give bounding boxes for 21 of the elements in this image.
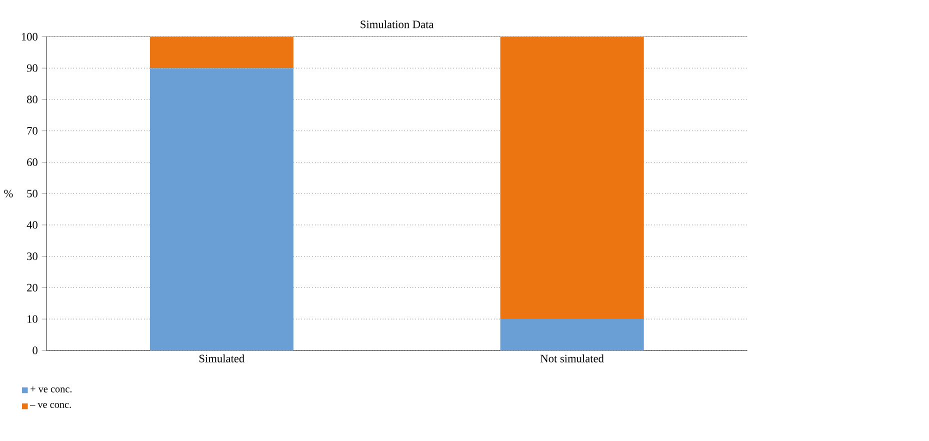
y-tick-label: 10 <box>28 315 38 323</box>
bar <box>500 319 644 350</box>
y-tick-label: 70 <box>27 127 38 135</box>
legend-label: + ve conc. <box>30 386 72 392</box>
legend-label: – ve conc. <box>30 403 71 408</box>
x-tick-label: Simulated <box>199 354 244 362</box>
y-tick-label: 80 <box>27 96 38 104</box>
y-tick-label: 50 <box>27 190 38 198</box>
y-tick-label: 40 <box>26 221 38 229</box>
y-tick-label: 0 <box>32 346 38 354</box>
bar <box>500 36 644 320</box>
x-tick-label: Not simulated <box>540 354 604 362</box>
y-tick-label: 20 <box>27 284 38 292</box>
y-tick-label: 30 <box>27 252 38 260</box>
y-tick-label: 90 <box>26 64 38 72</box>
bar <box>150 36 294 68</box>
y-tick-label: 100 <box>22 32 38 41</box>
bar <box>150 68 294 350</box>
y-axis-title: % <box>4 190 13 198</box>
chart-title: Simulation Data <box>360 20 434 28</box>
y-tick-label: 60 <box>27 158 38 166</box>
